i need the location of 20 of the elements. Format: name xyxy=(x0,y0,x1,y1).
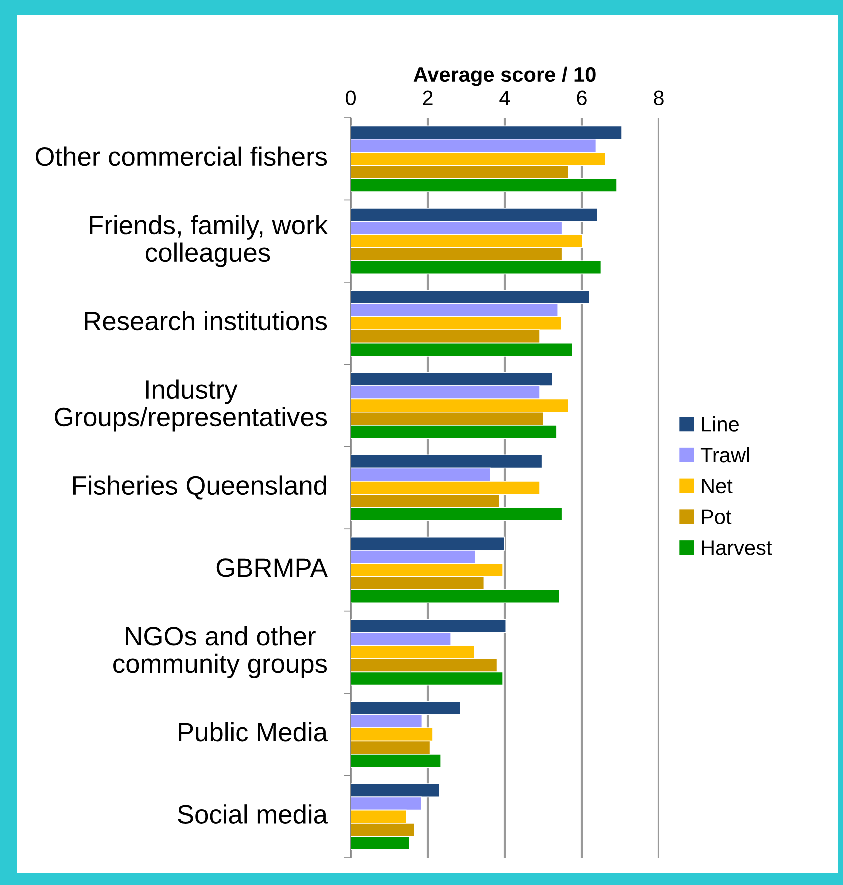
legend-label: Line xyxy=(702,416,739,432)
x-tick-label: 2 xyxy=(423,90,433,106)
y-tick-label: Public Media xyxy=(179,722,328,742)
y-tick-label: Social media xyxy=(178,804,328,824)
x-axis-title: Average score / 10 xyxy=(414,66,596,86)
x-tick-label: 4 xyxy=(500,91,510,106)
x-tick-label: 8 xyxy=(654,90,664,106)
legend-label: Harvest xyxy=(702,540,772,556)
legend-label: Pot xyxy=(702,510,732,524)
x-tick-label: 0 xyxy=(346,90,356,106)
y-tick-label: Other commercial fishers xyxy=(36,146,328,166)
legend-label: Net xyxy=(702,479,733,494)
legend-label: Trawl xyxy=(700,447,750,463)
y-tick-label: Research institutions xyxy=(85,311,328,331)
y-tick-label: NGOs and other community groups xyxy=(114,626,328,678)
y-tick-label: Friends, family, work colleagues xyxy=(90,215,328,268)
x-tick-label: 6 xyxy=(577,90,587,106)
y-tick-label: Industry Groups/representatives xyxy=(55,380,328,432)
y-tick-label: GBRMPA xyxy=(216,558,328,578)
y-tick-label: Fisheries Queensland xyxy=(73,476,326,500)
